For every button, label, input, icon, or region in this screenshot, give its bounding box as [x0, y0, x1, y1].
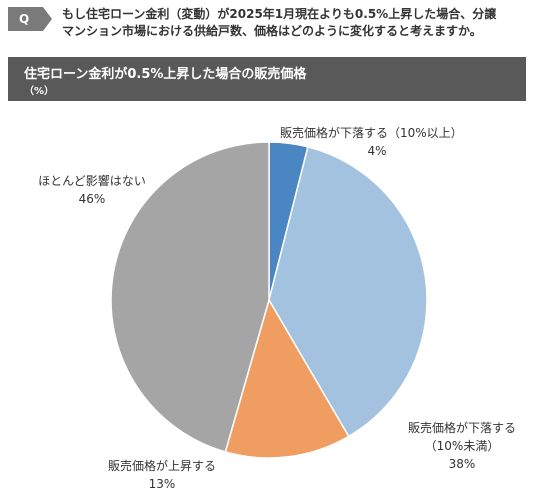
- slice-value-label-3: 46%: [79, 192, 106, 206]
- chart-title: 住宅ローン金利が0.5%上昇した場合の販売価格: [24, 67, 307, 82]
- question-header: Q もし住宅ローン金利（変動）が2025年1月現在よりも0.5%上昇した場合、分…: [0, 0, 535, 52]
- chart-title-bar: 住宅ローン金利が0.5%上昇した場合の販売価格 （%）: [8, 57, 526, 101]
- slice-category-label-2: 販売価格が上昇する: [108, 458, 216, 473]
- slice-category-label-0: 販売価格が下落する（10%以上）: [280, 125, 463, 140]
- question-line-2: マンション市場における供給戸数、価格はどのように変化すると考えますか。: [62, 24, 482, 38]
- pie-slice-3: [110, 141, 270, 453]
- slice-value-label-0: 4%: [367, 144, 386, 158]
- question-text: もし住宅ローン金利（変動）が2025年1月現在よりも0.5%上昇した場合、分譲 …: [62, 6, 530, 40]
- slice-category-label-1: 販売価格が下落する: [408, 420, 516, 435]
- pie-slice-2: [224, 298, 350, 459]
- slice-category-label-1: （10%未満）: [425, 439, 500, 453]
- pie-slice-1: [268, 145, 428, 438]
- question-line-1: もし住宅ローン金利（変動）が2025年1月現在よりも0.5%上昇した場合、分譲: [62, 7, 497, 21]
- slice-value-label-2: 13%: [149, 477, 176, 491]
- chart-unit: （%）: [24, 86, 55, 97]
- question-badge: Q: [8, 7, 43, 31]
- slice-category-label-3: ほとんど影響はない: [38, 173, 146, 188]
- badge-arrow-icon: [43, 7, 52, 31]
- slice-value-label-1: 38%: [449, 457, 476, 471]
